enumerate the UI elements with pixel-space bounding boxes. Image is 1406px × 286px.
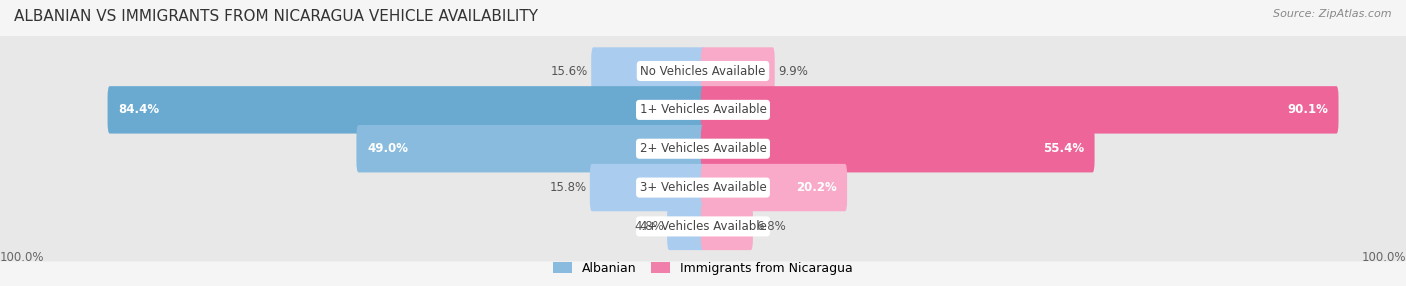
- FancyBboxPatch shape: [357, 125, 706, 172]
- Text: 20.2%: 20.2%: [796, 181, 837, 194]
- FancyBboxPatch shape: [700, 203, 754, 250]
- Text: 90.1%: 90.1%: [1286, 103, 1329, 116]
- Text: 49.0%: 49.0%: [367, 142, 408, 155]
- Legend: Albanian, Immigrants from Nicaragua: Albanian, Immigrants from Nicaragua: [548, 257, 858, 280]
- Text: No Vehicles Available: No Vehicles Available: [640, 65, 766, 78]
- FancyBboxPatch shape: [0, 191, 1406, 261]
- Text: 4.8%: 4.8%: [634, 220, 664, 233]
- Text: 100.0%: 100.0%: [1361, 251, 1406, 263]
- FancyBboxPatch shape: [700, 164, 846, 211]
- FancyBboxPatch shape: [0, 153, 1406, 223]
- FancyBboxPatch shape: [107, 86, 704, 134]
- Text: 9.9%: 9.9%: [779, 65, 808, 78]
- Text: 3+ Vehicles Available: 3+ Vehicles Available: [640, 181, 766, 194]
- Text: Source: ZipAtlas.com: Source: ZipAtlas.com: [1274, 9, 1392, 19]
- FancyBboxPatch shape: [591, 164, 706, 211]
- Text: 4+ Vehicles Available: 4+ Vehicles Available: [640, 220, 766, 233]
- FancyBboxPatch shape: [668, 203, 706, 250]
- Text: 2+ Vehicles Available: 2+ Vehicles Available: [640, 142, 766, 155]
- Text: 1+ Vehicles Available: 1+ Vehicles Available: [640, 103, 766, 116]
- Text: 100.0%: 100.0%: [0, 251, 45, 263]
- Text: 6.8%: 6.8%: [756, 220, 786, 233]
- Text: 55.4%: 55.4%: [1043, 142, 1084, 155]
- FancyBboxPatch shape: [700, 86, 1339, 134]
- Text: 15.6%: 15.6%: [551, 65, 588, 78]
- Text: ALBANIAN VS IMMIGRANTS FROM NICARAGUA VEHICLE AVAILABILITY: ALBANIAN VS IMMIGRANTS FROM NICARAGUA VE…: [14, 9, 538, 23]
- Text: 15.8%: 15.8%: [550, 181, 586, 194]
- FancyBboxPatch shape: [700, 125, 1094, 172]
- Text: 84.4%: 84.4%: [118, 103, 159, 116]
- FancyBboxPatch shape: [0, 36, 1406, 106]
- FancyBboxPatch shape: [0, 75, 1406, 145]
- FancyBboxPatch shape: [591, 47, 706, 95]
- FancyBboxPatch shape: [0, 114, 1406, 184]
- FancyBboxPatch shape: [700, 47, 775, 95]
